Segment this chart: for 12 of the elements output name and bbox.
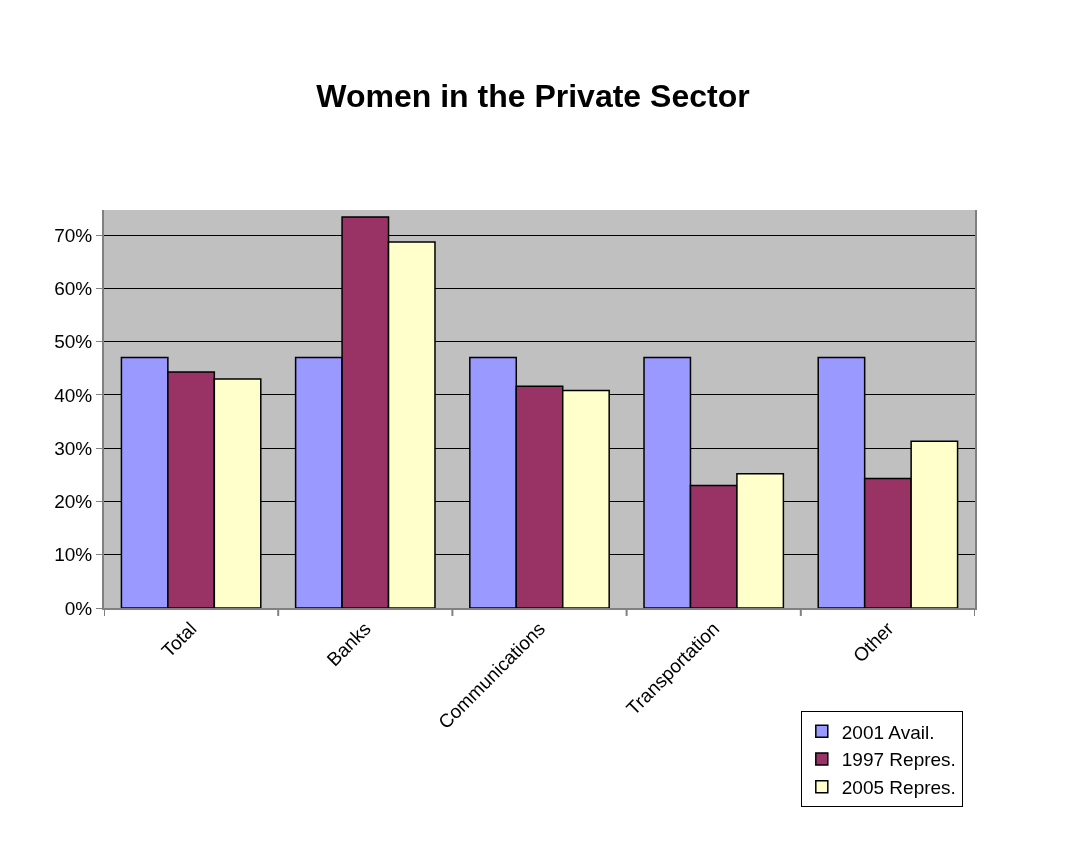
y-tick-label: 20% [54, 491, 93, 513]
y-tick-label: 30% [54, 437, 93, 459]
y-tick-label: 50% [54, 331, 93, 353]
chart-title: Women in the Private Sector [316, 77, 750, 114]
legend-label: 2005 Repres. [841, 777, 956, 799]
legend-label: 1997 Repres. [841, 749, 956, 771]
y-tick-label: 70% [54, 224, 93, 246]
y-tick-label: 0% [64, 597, 93, 619]
y-tick-label: 10% [54, 544, 93, 566]
y-tick-label: 40% [54, 384, 93, 406]
y-tick-label: 60% [54, 277, 93, 299]
legend-label: 2001 Avail. [841, 721, 935, 743]
